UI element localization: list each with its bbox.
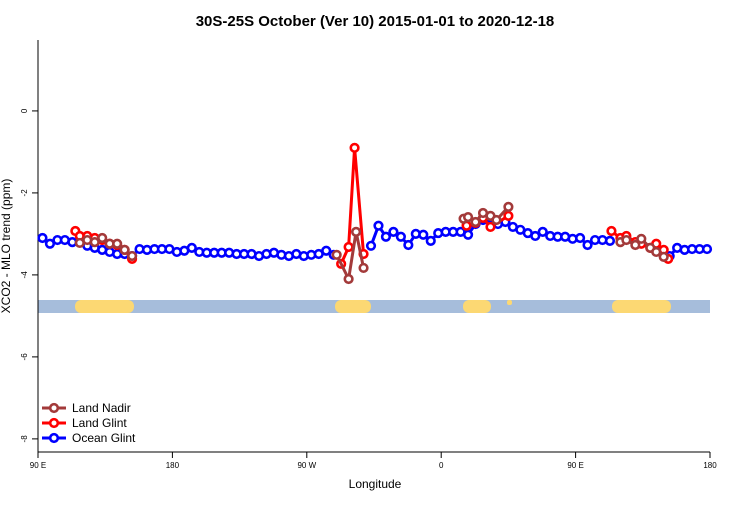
land-band <box>38 300 710 313</box>
y-tick-label: -8 <box>20 435 29 443</box>
data-point <box>112 238 123 249</box>
data-point <box>89 237 100 248</box>
land-segment <box>612 300 671 313</box>
series <box>74 201 669 285</box>
data-point <box>651 246 662 258</box>
data-point <box>373 220 384 231</box>
legend-marker <box>48 402 60 414</box>
data-point <box>186 242 197 253</box>
x-tick-label: 180 <box>166 461 180 470</box>
data-point <box>349 142 360 153</box>
data-point <box>636 233 647 244</box>
data-point <box>388 226 399 237</box>
data-point <box>395 231 406 242</box>
data-point <box>604 235 616 246</box>
data-point <box>658 251 669 262</box>
data-point <box>403 239 414 251</box>
ocean-band <box>38 300 710 313</box>
legend-label: Land Glint <box>72 416 127 430</box>
land-segment <box>507 300 512 305</box>
y-tick-label: -2 <box>20 189 29 197</box>
data-point <box>462 229 474 240</box>
x-tick-label: 90 W <box>297 461 316 470</box>
land-segment <box>335 300 371 313</box>
data-point <box>44 238 56 249</box>
data-point <box>537 226 548 237</box>
data-point <box>418 229 429 240</box>
data-point <box>331 249 342 260</box>
y-tick-label: -6 <box>20 353 29 361</box>
y-axis-title: XCO2 - MLO trend (ppm) <box>0 179 13 314</box>
x-tick-label: 90 E <box>567 461 583 470</box>
x-tick-label: 180 <box>703 461 717 470</box>
data-point <box>97 232 108 244</box>
x-tick-label: 0 <box>439 461 444 470</box>
data-point <box>358 262 369 274</box>
x-axis-title: Longitude <box>349 477 402 491</box>
data-point <box>119 244 130 255</box>
data-point <box>380 231 392 242</box>
data-point <box>343 241 354 253</box>
data-point <box>503 201 514 212</box>
data-point <box>630 239 641 251</box>
data-point <box>37 232 48 244</box>
y-tick-label: 0 <box>20 108 29 113</box>
data-point <box>470 216 481 228</box>
data-point <box>126 250 138 262</box>
legend-marker <box>48 432 60 444</box>
y-tick-label: -4 <box>20 271 29 279</box>
data-point <box>574 232 586 244</box>
data-point <box>491 214 502 226</box>
land-segment <box>463 300 491 313</box>
data-point <box>485 221 496 233</box>
data-point <box>530 230 541 242</box>
data-point <box>365 240 377 251</box>
x-tick-label: 90 E <box>30 461 46 470</box>
chart-title: 30S-25S October (Ver 10) 2015-01-01 to 2… <box>196 13 555 30</box>
data-point <box>343 273 354 285</box>
data-point <box>321 245 332 256</box>
data-point <box>503 210 514 221</box>
data-point <box>462 211 474 223</box>
legend-label: Land Nadir <box>72 401 131 415</box>
data-point <box>582 239 593 251</box>
data-point <box>701 243 713 255</box>
legend-label: Ocean Glint <box>72 431 136 445</box>
data-point <box>350 226 362 237</box>
data-point <box>606 225 617 237</box>
data-point <box>621 234 632 246</box>
land-segment <box>75 300 134 313</box>
data-point <box>425 235 436 246</box>
legend-marker <box>48 417 60 429</box>
